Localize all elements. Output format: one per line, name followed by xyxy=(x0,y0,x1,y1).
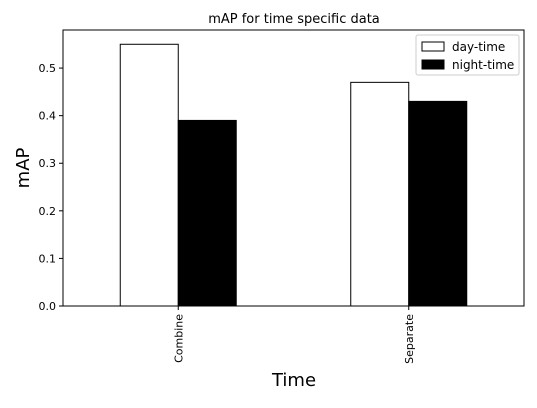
y-tick-label: 0.3 xyxy=(39,157,57,170)
legend: day-time night-time xyxy=(415,34,520,76)
y-tick-label: 0.0 xyxy=(39,300,57,313)
plot-area xyxy=(62,29,525,307)
x-axis-label: Time xyxy=(271,370,316,391)
plot-frame xyxy=(62,29,525,307)
y-tick-label: 0.1 xyxy=(39,252,57,265)
bar-night-time-combine xyxy=(177,119,237,307)
x-tick-label-combine: Combine xyxy=(172,314,185,363)
y-tick-label: 0.4 xyxy=(39,110,57,123)
legend-label-night-time: night-time xyxy=(452,58,514,72)
x-tick-label-separate: Separate xyxy=(403,314,416,364)
bar-day-time-separate xyxy=(350,81,410,307)
x-axis: Combine Separate xyxy=(172,306,416,364)
y-tick-label: 0.2 xyxy=(39,205,57,218)
y-tick-label: 0.5 xyxy=(39,62,57,75)
y-axis: 0.0 0.1 0.2 0.3 0.4 0.5 xyxy=(39,62,63,313)
legend-swatch-day-time xyxy=(421,41,445,52)
chart-title: mAP for time specific data xyxy=(208,12,380,27)
bar-day-time-combine xyxy=(119,43,179,307)
legend-swatch-night-time xyxy=(421,59,445,70)
y-axis-label: mAP xyxy=(13,148,34,189)
legend-label-day-time: day-time xyxy=(452,40,505,54)
bars-group xyxy=(119,43,468,307)
bar-night-time-separate xyxy=(408,100,468,307)
